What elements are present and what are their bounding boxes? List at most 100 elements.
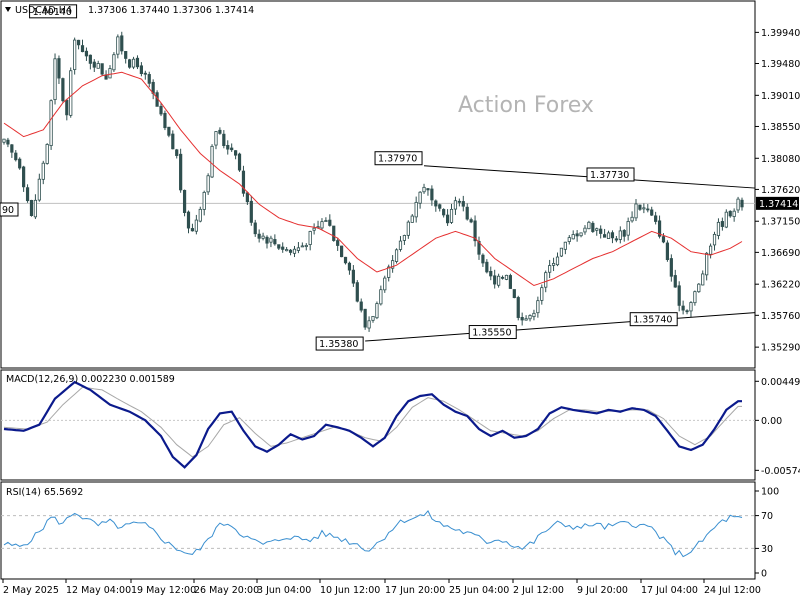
candle-body xyxy=(288,249,293,253)
candle-body xyxy=(261,235,265,239)
candle-body xyxy=(563,241,567,250)
price-tick-label: 1.38550 xyxy=(761,122,800,133)
candle-body xyxy=(61,78,65,102)
price-tick-label: 1.39940 xyxy=(761,28,800,39)
candle-body xyxy=(308,231,312,245)
candle-body xyxy=(120,35,124,52)
rsi-tick-label: 0 xyxy=(761,569,767,580)
candle-body xyxy=(493,275,497,285)
candle-body xyxy=(497,275,501,286)
candle-body xyxy=(728,210,732,217)
candle-body xyxy=(210,145,214,178)
macd-tick-label: -0.005748 xyxy=(761,466,800,477)
candle-body xyxy=(371,315,375,321)
candle-body xyxy=(273,239,277,245)
annotation-box xyxy=(374,151,423,166)
candle-body xyxy=(689,302,693,312)
candle-body xyxy=(88,54,92,64)
candle-body xyxy=(548,265,552,273)
candle-body xyxy=(257,233,261,239)
candle-body xyxy=(583,227,587,233)
candle-body xyxy=(402,235,407,241)
candle-body xyxy=(398,240,403,250)
left-price-tag-text: 90 xyxy=(2,205,14,216)
candle-body xyxy=(18,158,22,169)
candle-body xyxy=(391,260,395,269)
candle-body xyxy=(249,200,253,223)
rsi-lines xyxy=(1,509,755,558)
candle-body xyxy=(159,105,163,115)
rsi-line xyxy=(3,509,743,558)
macd-pane-frame xyxy=(0,369,756,481)
candle-body xyxy=(131,58,136,68)
rsi-tick-label: 30 xyxy=(761,544,773,555)
candle-body xyxy=(445,214,450,224)
candle-body xyxy=(22,166,26,188)
candle-body xyxy=(434,200,438,207)
candle-body xyxy=(591,222,595,232)
candle-body xyxy=(638,204,642,210)
candle-body xyxy=(442,209,446,216)
candle-body xyxy=(677,285,681,306)
candle-body xyxy=(41,162,45,180)
date-tick-label: 2 May 2025 xyxy=(3,585,59,596)
candle-body xyxy=(508,275,512,289)
candle-body xyxy=(112,54,116,71)
macd-axis: 0.004492 0.00 -0.005748 xyxy=(755,377,800,477)
annotation-box xyxy=(586,167,635,182)
candle-body xyxy=(332,225,336,241)
date-tick-label: 24 Jul 12:00 xyxy=(704,585,761,596)
candle-body xyxy=(116,36,120,55)
candle-body xyxy=(320,221,324,229)
candle-body xyxy=(555,256,560,266)
price-tick-label: 1.38080 xyxy=(761,154,800,165)
candle-body xyxy=(202,191,206,210)
annotation-label: 1.37970 xyxy=(378,154,417,165)
price-tick-label: 1.36220 xyxy=(761,280,800,291)
candle-body xyxy=(84,50,89,57)
candle-body xyxy=(708,245,713,255)
candle-body xyxy=(650,209,654,216)
candle-body xyxy=(453,200,458,210)
candle-body xyxy=(579,232,583,237)
candle-body xyxy=(414,201,418,218)
candle-body xyxy=(206,175,210,193)
candle-body xyxy=(426,188,430,191)
candle-body xyxy=(108,68,112,79)
candle-body xyxy=(654,215,658,222)
candle-body xyxy=(500,276,505,279)
candle-body xyxy=(241,170,246,194)
candle-body xyxy=(73,39,77,70)
candle-body xyxy=(469,219,473,223)
candle-body xyxy=(422,186,426,193)
candle-body xyxy=(49,100,53,146)
candle-body xyxy=(139,65,143,74)
candle-body xyxy=(175,149,179,156)
dropdown-triangle-icon[interactable] xyxy=(5,7,11,12)
left-price-tag xyxy=(0,202,19,217)
candle-body xyxy=(351,269,355,284)
candle-body xyxy=(736,198,740,211)
candle-body xyxy=(324,220,328,222)
candle-body xyxy=(430,188,434,201)
candle-body xyxy=(595,228,599,231)
rsi-tick-label: 70 xyxy=(761,511,773,522)
candle-body xyxy=(45,144,49,164)
rsi-title: RSI(14) 65.5692 xyxy=(6,487,83,498)
candle-body xyxy=(646,208,650,211)
lower-trendline xyxy=(365,312,756,342)
candle-body xyxy=(657,220,662,237)
candle-body xyxy=(457,200,461,203)
ohlc-values: 1.37306 1.37440 1.37306 1.37414 xyxy=(88,5,254,16)
candle-body xyxy=(489,270,493,277)
date-tick-label: 25 Jun 04:00 xyxy=(449,585,509,596)
candle-body xyxy=(328,219,332,226)
candle-body xyxy=(2,138,6,143)
price-pane-frame xyxy=(0,0,756,369)
candle-body xyxy=(406,221,410,236)
annotation-label: 1.35380 xyxy=(319,339,358,350)
candle-body xyxy=(461,201,465,207)
candle-body xyxy=(171,133,175,150)
candle-body xyxy=(587,221,591,230)
candle-body xyxy=(712,233,717,246)
